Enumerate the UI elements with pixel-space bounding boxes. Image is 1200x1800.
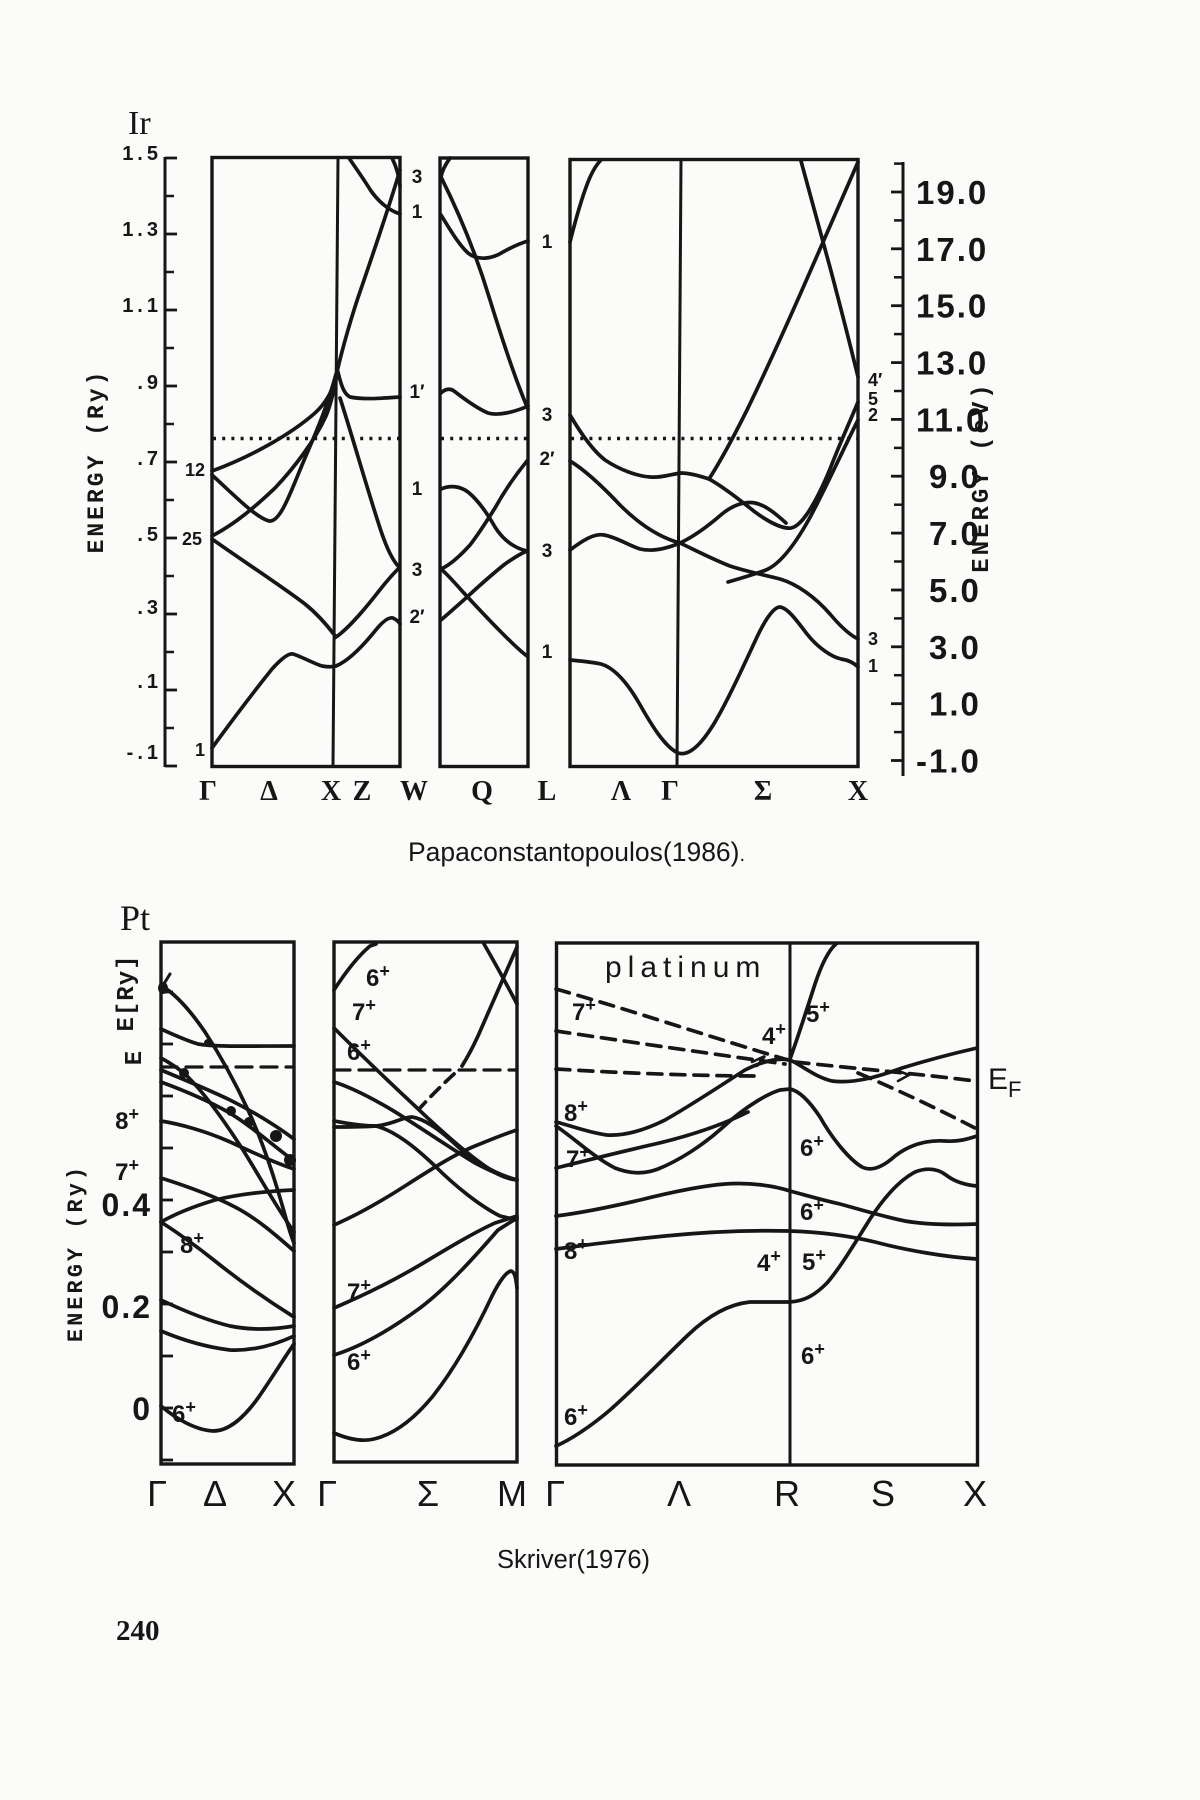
svg-text:Papaconstantopoulos(1986).: Papaconstantopoulos(1986). (408, 837, 745, 867)
svg-text:4′: 4′ (868, 370, 882, 390)
svg-text:1.0: 1.0 (929, 686, 981, 723)
svg-text:0.2: 0.2 (102, 1289, 152, 1325)
svg-text:ENERGY (Ry): ENERGY (Ry) (64, 1164, 89, 1342)
svg-text:W: W (400, 776, 428, 807)
svg-text:E: E (122, 1051, 149, 1065)
svg-text:.5: .5 (137, 524, 162, 546)
svg-text:3.0: 3.0 (929, 629, 981, 666)
svg-text:1: 1 (195, 740, 205, 760)
svg-text:1: 1 (868, 656, 878, 676)
svg-text:2′: 2′ (409, 607, 425, 628)
svg-text:13.0: 13.0 (916, 345, 988, 382)
svg-text:R: R (774, 1473, 800, 1514)
svg-text:platinum: platinum (605, 951, 766, 984)
svg-text:Δ: Δ (203, 1473, 227, 1514)
svg-text:3: 3 (412, 560, 423, 581)
svg-text:Skriver(1976): Skriver(1976) (497, 1546, 650, 1574)
svg-text:1.1: 1.1 (122, 295, 162, 317)
svg-text:Γ: Γ (199, 776, 217, 807)
svg-text:.3: .3 (137, 597, 162, 619)
svg-text:E[Ry]: E[Ry] (114, 954, 141, 1031)
svg-text:0: 0 (132, 1391, 152, 1427)
svg-text:25: 25 (182, 529, 202, 549)
svg-text:X: X (321, 776, 341, 807)
svg-text:7.0: 7.0 (929, 515, 981, 552)
svg-text:Z: Z (353, 776, 372, 807)
svg-text:0.4: 0.4 (102, 1187, 152, 1223)
svg-text:M: M (497, 1473, 527, 1514)
svg-text:Pt: Pt (120, 898, 150, 938)
svg-text:5.0: 5.0 (929, 572, 981, 609)
svg-text:Λ: Λ (667, 1473, 691, 1514)
svg-text:1: 1 (412, 202, 423, 223)
svg-text:12: 12 (185, 460, 205, 480)
svg-text:3: 3 (412, 167, 423, 188)
svg-text:240: 240 (116, 1615, 160, 1647)
svg-text:X: X (272, 1473, 296, 1514)
svg-text:S: S (871, 1473, 895, 1514)
svg-text:1: 1 (542, 232, 553, 253)
svg-text:15.0: 15.0 (916, 288, 988, 325)
svg-text:1′: 1′ (409, 382, 425, 403)
svg-text:Ir: Ir (128, 105, 151, 142)
svg-text:Γ: Γ (661, 776, 679, 807)
svg-text:-.1: -.1 (127, 742, 162, 764)
svg-text:2: 2 (868, 405, 878, 425)
svg-text:1: 1 (542, 642, 553, 663)
svg-text:Σ: Σ (417, 1473, 439, 1514)
svg-text:.1: .1 (137, 671, 162, 693)
svg-text:.7: .7 (137, 448, 162, 470)
svg-text:X: X (963, 1473, 987, 1514)
svg-text:3: 3 (542, 405, 553, 426)
svg-text:19.0: 19.0 (916, 174, 988, 211)
svg-text:L: L (538, 776, 557, 807)
svg-text:ENERGY (Ry): ENERGY (Ry) (84, 369, 110, 554)
svg-text:Σ: Σ (754, 776, 772, 807)
svg-text:Δ: Δ (260, 776, 278, 807)
svg-text:3: 3 (868, 629, 878, 649)
svg-text:Γ: Γ (317, 1473, 337, 1514)
svg-text:1.3: 1.3 (122, 219, 162, 241)
svg-text:17.0: 17.0 (916, 231, 988, 268)
svg-text:X: X (848, 776, 868, 807)
svg-text:9.0: 9.0 (929, 458, 981, 495)
svg-text:3: 3 (542, 541, 553, 562)
svg-text:1.5: 1.5 (122, 143, 162, 165)
svg-text:11.0: 11.0 (916, 401, 986, 438)
svg-text:1: 1 (412, 479, 423, 500)
svg-text:Q: Q (471, 776, 493, 807)
svg-text:-1.0: -1.0 (916, 743, 981, 780)
svg-text:5: 5 (868, 389, 878, 409)
svg-text:ENERGY (eV): ENERGY (eV) (969, 381, 996, 572)
svg-text:Γ: Γ (545, 1473, 565, 1514)
svg-text:2′: 2′ (539, 449, 555, 470)
svg-text:Λ: Λ (611, 776, 631, 807)
svg-text:Γ: Γ (147, 1473, 167, 1514)
svg-text:.9: .9 (137, 372, 162, 394)
